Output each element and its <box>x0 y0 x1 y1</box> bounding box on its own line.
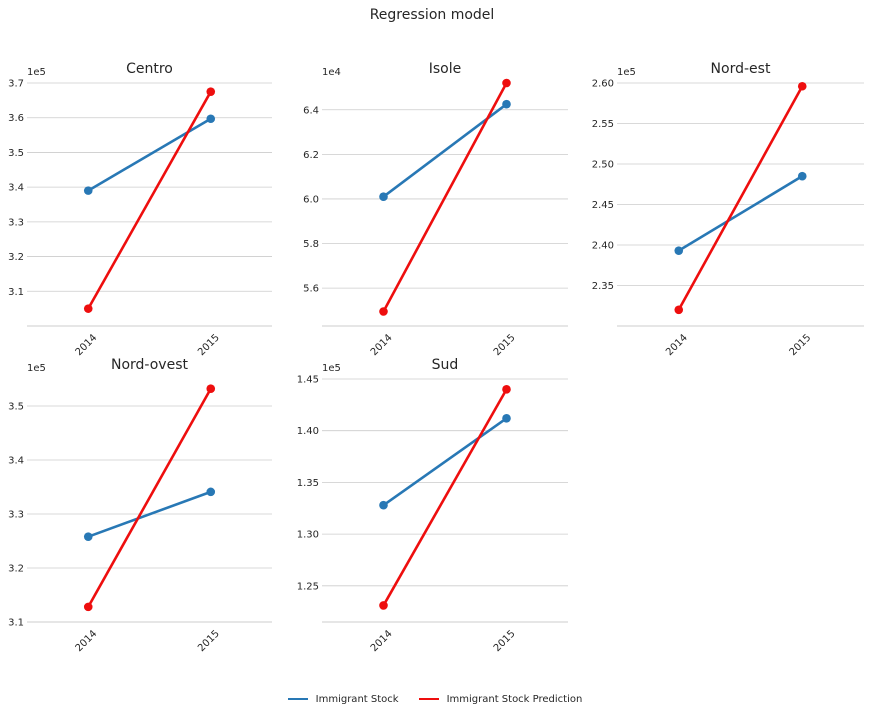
series-point-0 <box>206 114 216 124</box>
y-tick-label: 3.1 <box>8 287 24 298</box>
y-tick-label: 2.45 <box>592 200 614 211</box>
series-point-0 <box>379 192 388 201</box>
x-tick-label: 2015 <box>788 332 814 358</box>
legend-swatch-series-0 <box>287 698 308 700</box>
y-tick-label: 3.1 <box>8 618 24 629</box>
x-tick-label: 2015 <box>492 332 518 358</box>
series-point-1 <box>83 602 93 612</box>
panel-title: Centro <box>126 61 173 77</box>
series-point-0 <box>83 186 93 195</box>
y-tick-label: 5.6 <box>303 284 319 295</box>
y-tick-label: 2.60 <box>592 79 614 90</box>
series-line-1 <box>677 85 804 311</box>
panel-nord-ovest: 3.1 3.2 3.3 3.4 3.5 2014 2015 1e5 Nord-ovest <box>8 357 272 654</box>
y-tick-label: 3.5 <box>8 402 24 413</box>
panel-title: Isole <box>429 61 462 77</box>
y-offset-label: 1e4 <box>322 67 341 78</box>
y-offset-label: 1e5 <box>617 67 636 78</box>
panels-group: 3.1 3.2 3.3 3.4 3.5 3.6 3.7 2014 2015 1e5 Centro 5.… <box>8 61 864 654</box>
y-tick-label: 6.0 <box>303 194 319 205</box>
series-point-1 <box>379 307 388 316</box>
legend-item-series-1: Immigrant Stock Prediction <box>418 693 583 705</box>
series-line-0 <box>87 117 212 192</box>
y-tick-label: 3.3 <box>8 217 24 228</box>
y-tick-label: 3.2 <box>8 564 24 575</box>
legend-label-series-0: Immigrant Stock <box>315 693 399 705</box>
x-tick-label: 2015 <box>196 332 222 358</box>
series-point-1 <box>83 304 93 313</box>
panel-title: Nord-ovest <box>111 357 189 373</box>
series-point-0 <box>502 413 511 423</box>
y-tick-label: 3.4 <box>8 456 24 467</box>
series-point-1 <box>379 601 388 610</box>
y-tick-label: 1.40 <box>297 426 319 437</box>
series-point-0 <box>797 171 807 181</box>
series-line-1 <box>87 388 212 608</box>
x-tick-label: 2014 <box>369 628 395 654</box>
series-point-1 <box>797 81 807 91</box>
y-tick-label: 3.5 <box>8 148 24 159</box>
y-tick-label: 3.6 <box>8 113 24 124</box>
y-tick-label: 2.50 <box>592 160 614 171</box>
x-tick-label: 2015 <box>196 628 222 654</box>
legend-item-series-0: Immigrant Stock <box>287 693 399 705</box>
series-line-0 <box>87 490 212 538</box>
y-offset-label: 1e5 <box>27 363 46 374</box>
series-line-1 <box>382 388 508 607</box>
x-tick-label: 2014 <box>74 628 100 654</box>
y-tick-label: 2.35 <box>592 281 614 292</box>
y-tick-label: 1.45 <box>297 375 319 386</box>
y-tick-label: 2.40 <box>592 241 614 252</box>
y-tick-label: 3.4 <box>8 183 24 194</box>
y-tick-label: 5.8 <box>303 239 319 250</box>
y-tick-label: 3.3 <box>8 510 24 521</box>
x-tick-label: 2014 <box>664 332 690 358</box>
y-tick-label: 3.7 <box>8 79 24 90</box>
series-point-0 <box>83 532 93 541</box>
x-tick-label: 2014 <box>369 332 395 358</box>
panel-isole: 5.6 5.8 6.0 6.2 6.4 2014 2015 1e4 Isole <box>303 61 568 358</box>
y-offset-label: 1e5 <box>322 363 341 374</box>
x-tick-label: 2014 <box>74 332 100 358</box>
y-tick-label: 1.30 <box>297 530 319 541</box>
series-point-1 <box>206 87 216 96</box>
panel-title: Nord-est <box>711 61 771 77</box>
chart-title: Regression model <box>370 7 495 23</box>
series-point-0 <box>674 246 684 255</box>
y-tick-label: 1.35 <box>297 478 319 489</box>
series-point-1 <box>502 78 511 88</box>
panel-nord-est: 2.35 2.40 2.45 2.50 2.55 2.60 2014 2015 1e5 Nord-… <box>592 61 864 358</box>
series-line-1 <box>382 82 508 313</box>
x-tick-label: 2015 <box>492 628 518 654</box>
y-tick-label: 2.55 <box>592 119 614 130</box>
series-point-1 <box>674 305 684 315</box>
series-line-0 <box>678 175 803 252</box>
panel-title: Sud <box>432 357 459 373</box>
series-point-0 <box>379 500 388 510</box>
series-point-1 <box>206 384 216 394</box>
series-point-1 <box>502 385 511 394</box>
series-point-0 <box>502 99 511 109</box>
series-line-1 <box>87 91 212 310</box>
y-tick-label: 3.2 <box>8 252 24 263</box>
panel-centro: 3.1 3.2 3.3 3.4 3.5 3.6 3.7 2014 2015 1e5 Centro <box>8 61 272 358</box>
legend: Immigrant Stock Immigrant Stock Predicti… <box>0 689 870 709</box>
legend-label-series-1: Immigrant Stock Prediction <box>446 693 583 705</box>
y-tick-label: 6.4 <box>303 105 319 116</box>
legend-swatch-series-1 <box>418 698 439 700</box>
y-offset-label: 1e5 <box>27 67 46 78</box>
y-tick-label: 1.25 <box>297 581 319 592</box>
series-point-0 <box>206 487 216 497</box>
series-line-0 <box>382 417 508 507</box>
panel-sud: 1.25 1.30 1.35 1.40 1.45 2014 2015 1e5 Sud <box>297 357 568 654</box>
y-tick-label: 6.2 <box>303 150 319 161</box>
